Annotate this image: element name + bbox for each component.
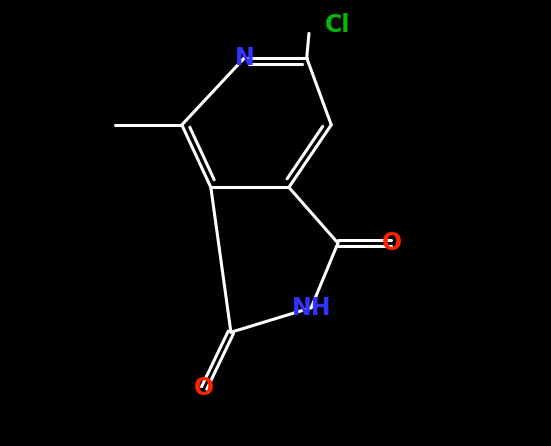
Text: NH: NH bbox=[291, 296, 331, 320]
Text: O: O bbox=[194, 376, 214, 400]
Text: Cl: Cl bbox=[325, 12, 350, 37]
Text: N: N bbox=[234, 46, 254, 70]
Text: O: O bbox=[381, 231, 402, 255]
